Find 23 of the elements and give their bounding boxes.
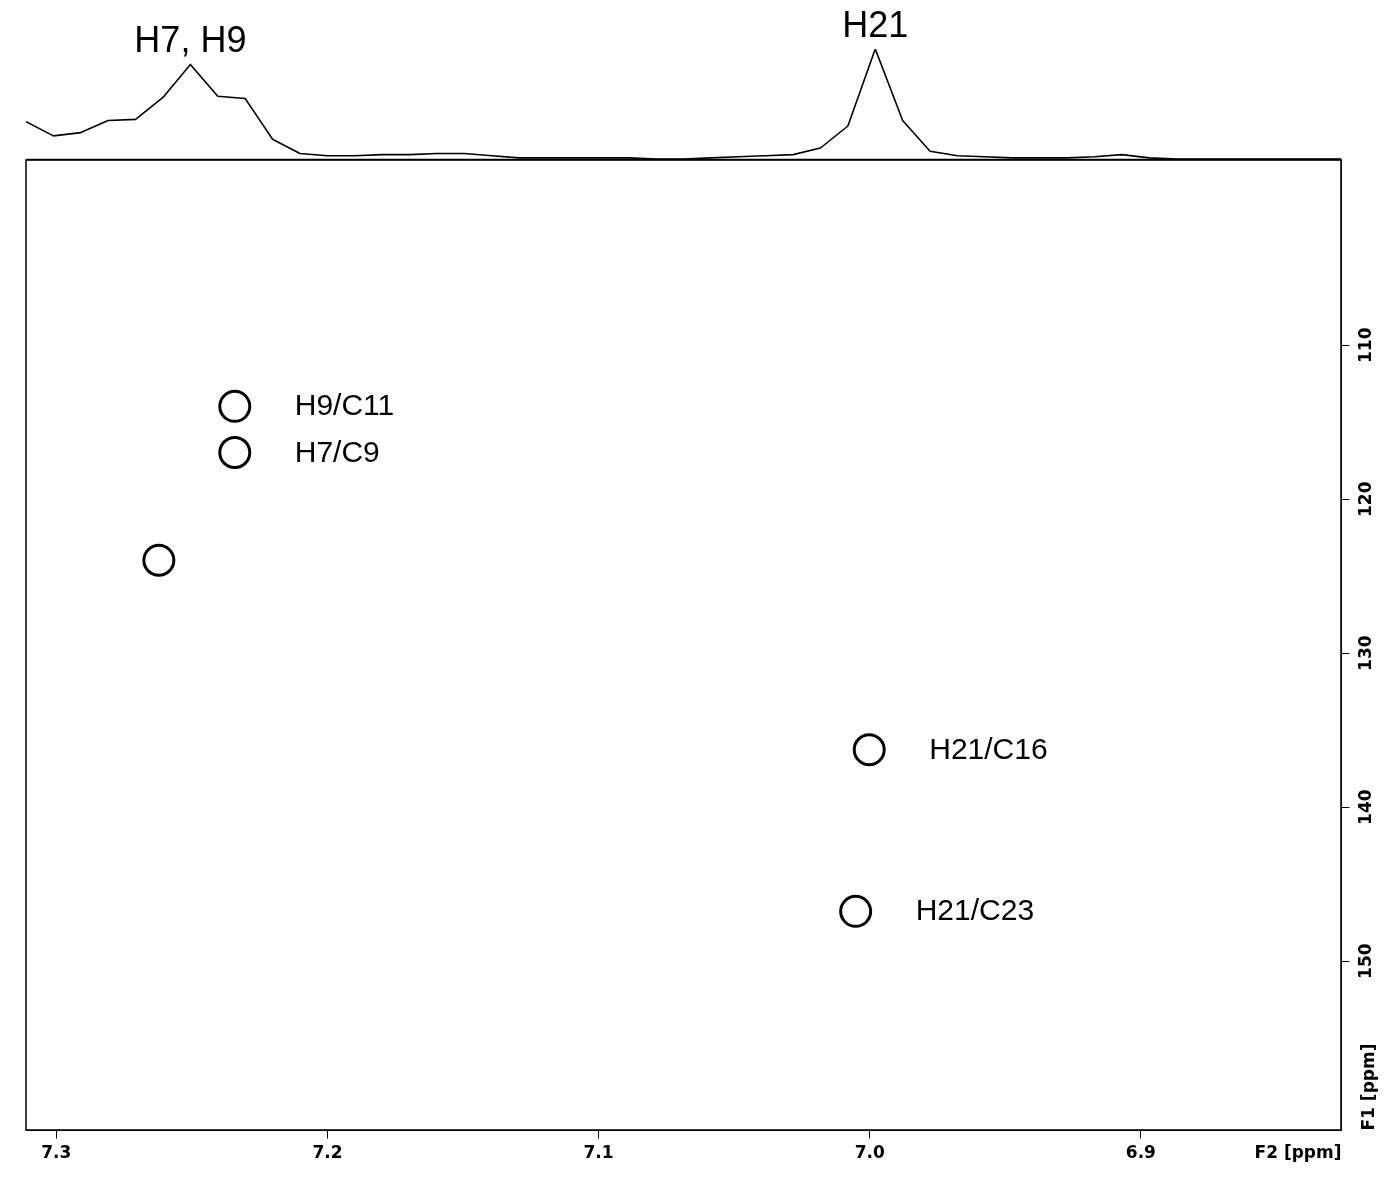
point bbox=[218, 436, 252, 470]
annotation: H21/C16 bbox=[929, 731, 1048, 765]
y-tick-label: 120 bbox=[1354, 481, 1375, 517]
point bbox=[839, 894, 873, 928]
annotation: H7, H9 bbox=[134, 19, 247, 61]
x-tick-label: 6.9 bbox=[1125, 1141, 1156, 1162]
annotation: H21/C23 bbox=[915, 893, 1035, 927]
y-axis-title: F1 [ppm] bbox=[1357, 1043, 1378, 1131]
x-tick-label: 7.2 bbox=[312, 1141, 343, 1162]
x-tick-label: 7.1 bbox=[583, 1141, 614, 1162]
x-tick-label: 7.0 bbox=[854, 1141, 885, 1162]
annotation: H7/C9 bbox=[294, 434, 380, 468]
annotation: H21 bbox=[842, 4, 909, 45]
y-tick-label: 110 bbox=[1354, 327, 1375, 364]
annotation: H9/C11 bbox=[294, 388, 395, 422]
point bbox=[218, 389, 252, 423]
y-tick-label: 140 bbox=[1354, 789, 1375, 825]
y-tick-label: 150 bbox=[1354, 943, 1375, 979]
point bbox=[852, 733, 886, 767]
x-axis-title: F2 [ppm] bbox=[1254, 1141, 1342, 1162]
x-tick-label: 7.3 bbox=[41, 1141, 72, 1162]
y-tick-label: 130 bbox=[1354, 635, 1375, 671]
point bbox=[142, 543, 176, 577]
